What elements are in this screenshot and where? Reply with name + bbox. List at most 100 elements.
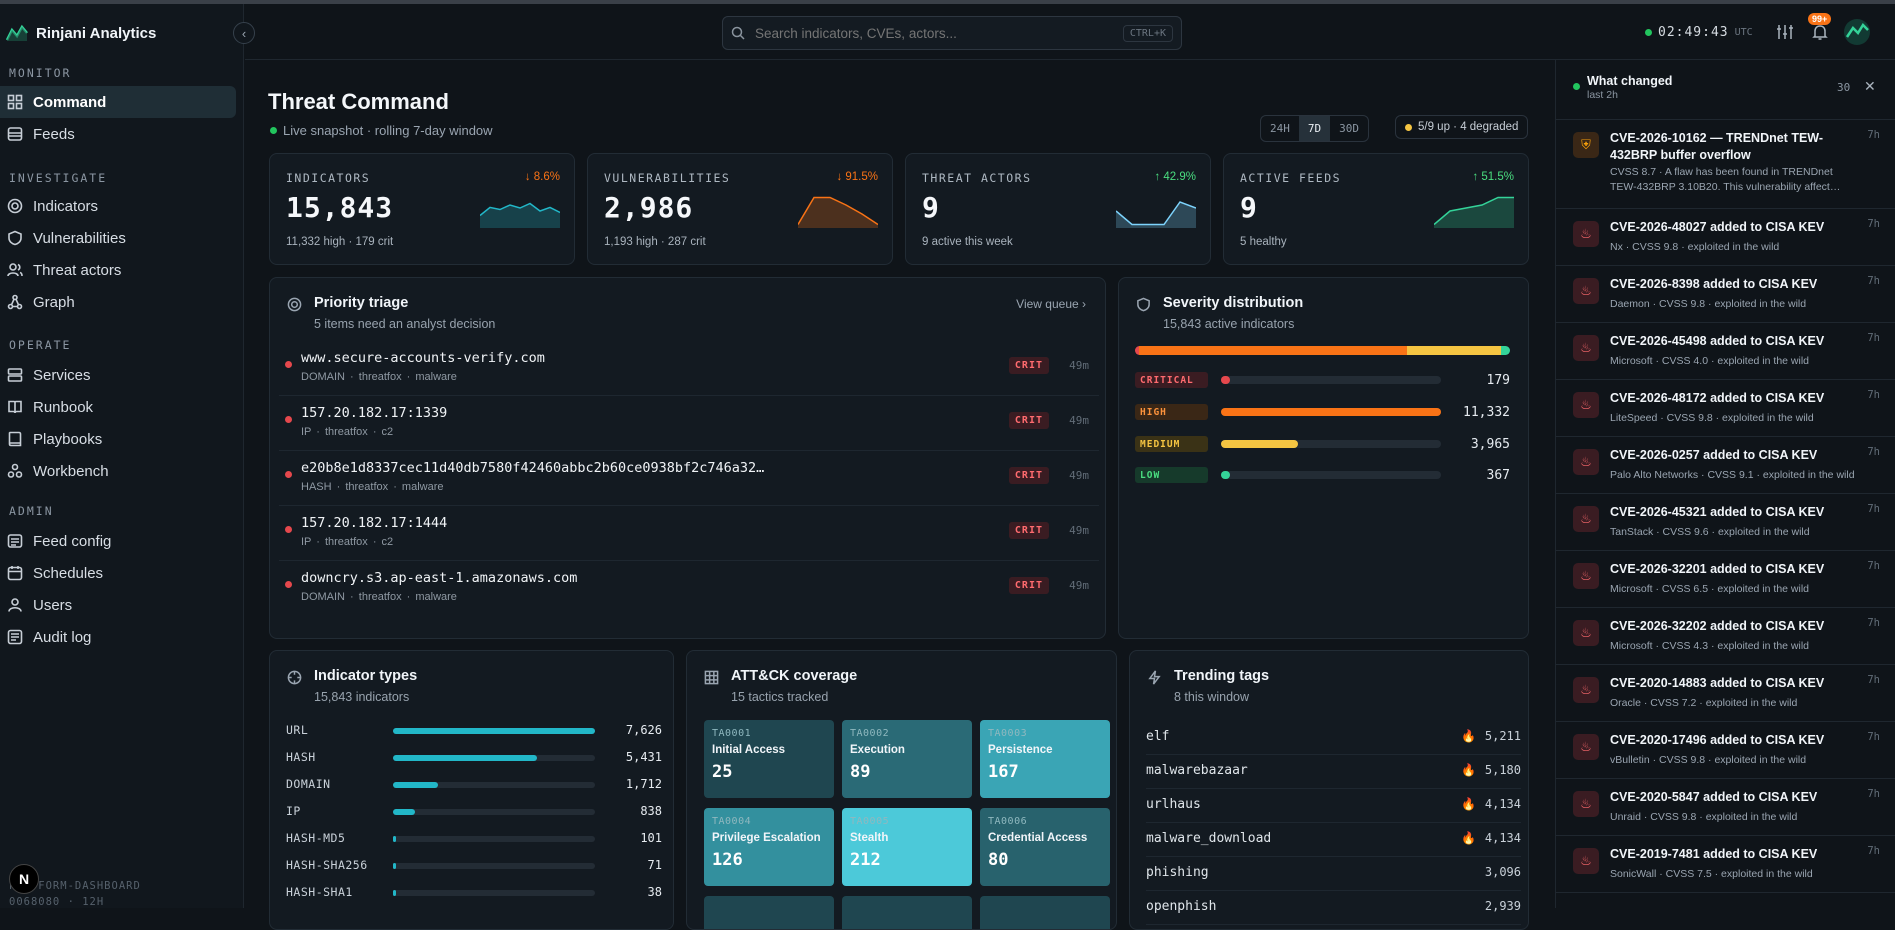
indicator-type-row[interactable]: HASH-SHA256 71 [286,856,662,876]
change-age: 7h [1867,275,1880,287]
tag-row[interactable]: openphish 2,939 [1146,891,1521,925]
severity-row-high[interactable]: HIGH 11,332 [1135,402,1510,422]
change-item[interactable]: ♨ CVE-2020-5847 added to CISA KEV Unraid ·… [1556,779,1895,836]
severity-track [1221,408,1441,416]
flame-icon: 🔥 [1461,831,1476,845]
indicator-type-row[interactable]: URL 7,626 [286,721,662,741]
sidebar-item-users[interactable]: Users [0,589,236,621]
search-box[interactable]: CTRL+K [722,16,1182,50]
utc-clock: 02:49:43 UTC [1645,25,1753,40]
sparkline [798,196,878,228]
severity-row-low[interactable]: LOW 367 [1135,465,1510,485]
sliders-icon[interactable] [1775,22,1795,42]
sidebar-item-threat-actors[interactable]: Threat actors [0,254,236,286]
range-24h[interactable]: 24H [1270,122,1290,135]
triage-title: Priority triage [314,295,409,311]
triage-row[interactable]: 157.20.182.17:1339 IP · threatfox · c2 C… [279,396,1099,451]
indicator-type-row[interactable]: HASH 5,431 [286,748,662,768]
feed-status-pill[interactable]: 5/9 up · 4 degraded [1395,115,1529,139]
sidebar-item-audit-log[interactable]: Audit log [0,621,236,653]
sidebar-item-command[interactable]: Command [0,86,236,118]
sidebar-item-workbench[interactable]: Workbench [0,455,236,487]
change-item[interactable]: ♨ CVE-2026-45321 added to CISA KEV TanStac… [1556,494,1895,551]
change-desc: Daemon · CVSS 9.8 · exploited in the wil… [1610,298,1807,310]
close-icon[interactable]: ✕ [1864,78,1876,94]
severity-row-medium[interactable]: MEDIUM 3,965 [1135,434,1510,454]
target-icon [7,198,23,214]
range-7d[interactable]: 7D [1298,116,1331,141]
indicator-type-bar [393,836,397,842]
severity-dot [285,526,292,533]
change-item[interactable]: ♨ CVE-2020-14883 added to CISA KEV Oracle … [1556,665,1895,722]
flame-icon: ♨ [1573,335,1599,361]
tag-row[interactable]: elf 🔥 5,211 [1146,721,1521,755]
change-item[interactable]: ♨ CVE-2026-32201 added to CISA KEV Microso… [1556,551,1895,608]
tactic-tile[interactable]: TA0006 Credential Access 80 [980,808,1110,886]
change-item[interactable]: ♨ CVE-2026-48027 added to CISA KEV Nx · CV… [1556,209,1895,266]
tactic-count: 126 [712,850,743,870]
triage-row[interactable]: www.secure-accounts-verify.com DOMAIN · … [279,341,1099,396]
stat-card-indicators[interactable]: INDICATORS 15,843 11,332 high · 179 crit… [269,153,575,265]
change-item[interactable]: ♨ CVE-2026-32202 added to CISA KEV Microso… [1556,608,1895,665]
stat-card-vulnerabilities[interactable]: VULNERABILITIES 2,986 1,193 high · 287 c… [587,153,893,265]
indicator-type-row[interactable]: HASH-MD5 101 [286,829,662,849]
feed-status-text: 5/9 up · 4 degraded [1418,121,1519,133]
stat-delta: ↑ 42.9% [1154,171,1196,183]
play-book-icon [8,431,22,447]
triage-row[interactable]: e20b8e1d8337cec11d40db7580f42460abbc2b60… [279,451,1099,506]
indicator-type-row[interactable]: HASH-SHA1 38 [286,883,662,903]
stat-card-active-feeds[interactable]: ACTIVE FEEDS 9 5 healthy ↑ 51.5% [1223,153,1529,265]
tactic-tile[interactable] [842,896,972,929]
main-content: Threat Command Live snapshot · rolling 7… [245,60,1555,930]
tag-row[interactable]: urlhaus 🔥 4,134 [1146,789,1521,823]
change-item[interactable]: ♨ CVE-2019-7481 added to CISA KEV SonicWal… [1556,836,1895,893]
tactic-tile[interactable] [704,896,834,929]
tactic-tile[interactable] [980,896,1110,929]
profile-logo-icon[interactable] [1843,18,1871,46]
sidebar-item-graph[interactable]: Graph [0,286,236,318]
range-30d[interactable]: 30D [1339,122,1359,135]
stat-card-threat-actors[interactable]: THREAT ACTORS 9 9 active this week ↑ 42.… [905,153,1211,265]
indicator-types-title: Indicator types [314,668,418,684]
change-item[interactable]: ♨ CVE-2026-0257 added to CISA KEV Palo Alt… [1556,437,1895,494]
change-item[interactable]: ♨ CVE-2020-17496 added to CISA KEV vBullet… [1556,722,1895,779]
change-item[interactable]: ♨ CVE-2026-45498 added to CISA KEV Microso… [1556,323,1895,380]
severity-row-critical[interactable]: CRITICAL 179 [1135,370,1510,390]
tactic-tile[interactable]: TA0003 Persistence 167 [980,720,1110,798]
bell-icon[interactable] [1810,22,1830,42]
indicator-type-row[interactable]: IP 838 [286,802,662,822]
sidebar-item-label: Users [33,596,73,614]
change-item[interactable]: ⛨ CVE-2026-10162 — TRENDnet TEW-432BRP bu… [1556,120,1895,209]
tag-row[interactable]: malwarebazaar 🔥 5,180 [1146,755,1521,789]
sidebar-item-schedules[interactable]: Schedules [0,557,236,589]
tactic-tile[interactable]: TA0002 Execution 89 [842,720,972,798]
user-avatar[interactable]: N [9,864,39,894]
sidebar-item-feed-config[interactable]: Feed config [0,525,236,557]
triage-row[interactable]: downcry.s3.ap-east-1.amazonaws.com DOMAI… [279,561,1099,616]
sidebar-item-playbooks[interactable]: Playbooks [0,423,236,455]
view-queue-link[interactable]: View queue › [1016,297,1086,311]
severity-tag: HIGH [1135,404,1208,420]
tactic-tile[interactable]: TA0004 Privilege Escalation 126 [704,808,834,886]
change-desc: SonicWall · CVSS 7.5 · exploited in the … [1610,868,1813,880]
sidebar-item-indicators[interactable]: Indicators [0,190,236,222]
tag-row[interactable]: phishing 3,096 [1146,857,1521,891]
sidebar-item-services[interactable]: Services [0,359,236,391]
sidebar-item-feeds[interactable]: Feeds [0,118,236,150]
severity-track [1221,440,1441,448]
tactic-tile[interactable]: TA0005 Stealth 212 [842,808,972,886]
indicator-type-row[interactable]: DOMAIN 1,712 [286,775,662,795]
tag-row[interactable]: malware_download 🔥 4,134 [1146,823,1521,857]
flame-icon: 🔥 [1461,797,1476,811]
search-input[interactable] [755,25,1113,41]
triage-row[interactable]: 157.20.182.17:1444 IP · threatfox · c2 C… [279,506,1099,561]
sidebar-item-runbook[interactable]: Runbook [0,391,236,423]
sidebar-item-vulnerabilities[interactable]: Vulnerabilities [0,222,236,254]
change-desc: TanStack · CVSS 9.6 · exploited in the w… [1610,526,1810,538]
change-item[interactable]: ♨ CVE-2026-8398 added to CISA KEV Daemon ·… [1556,266,1895,323]
age: 49m [1069,469,1089,482]
tactic-tile[interactable]: TA0001 Initial Access 25 [704,720,834,798]
change-item[interactable]: ♨ CVE-2026-48172 added to CISA KEV LiteSpe… [1556,380,1895,437]
brand[interactable]: Rinjani Analytics [6,18,156,48]
collapse-sidebar-button[interactable]: ‹ [233,22,255,44]
